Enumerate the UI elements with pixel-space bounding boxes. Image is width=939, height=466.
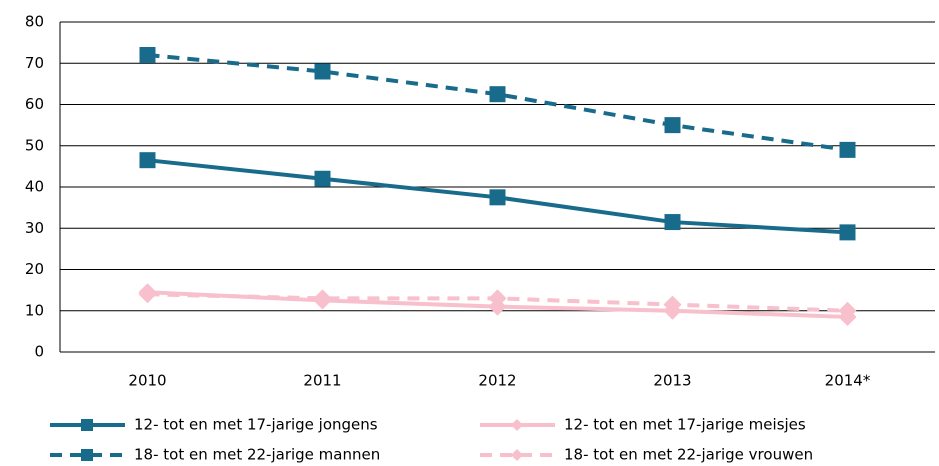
y-tick-label: 70 — [25, 54, 44, 72]
y-tick-label: 20 — [25, 260, 44, 278]
y-tick-label: 80 — [25, 13, 44, 31]
marker — [664, 117, 681, 134]
marker — [138, 285, 157, 304]
legend-label: 12- tot en met 17-jarige meisjes — [564, 416, 806, 434]
marker — [489, 189, 506, 206]
y-tick-label: 60 — [25, 95, 44, 113]
marker — [314, 63, 331, 80]
marker — [839, 224, 856, 241]
marker — [139, 47, 156, 63]
y-tick-label: 0 — [34, 343, 44, 361]
marker — [488, 289, 507, 308]
marker — [511, 449, 523, 461]
marker — [511, 419, 523, 431]
marker — [314, 170, 331, 187]
series-line — [147, 53, 848, 152]
y-tick-label: 10 — [25, 301, 44, 319]
y-tick-label: 30 — [25, 219, 44, 237]
x-tick-label: 2014* — [825, 372, 871, 390]
marker — [664, 214, 681, 231]
legend-label: 12- tot en met 17-jarige jongens — [134, 416, 378, 434]
marker — [663, 295, 682, 314]
marker — [81, 419, 93, 431]
marker — [139, 152, 156, 169]
x-tick-label: 2010 — [128, 372, 166, 390]
marker — [81, 449, 93, 461]
y-tick-label: 50 — [25, 136, 44, 154]
marker — [313, 289, 332, 308]
marker — [489, 86, 506, 103]
legend-label: 18- tot en met 22-jarige vrouwen — [564, 446, 813, 464]
marker — [839, 141, 856, 158]
marker — [838, 301, 857, 320]
y-tick-label: 40 — [25, 178, 44, 196]
legend-label: 18- tot en met 22-jarige mannen — [134, 446, 380, 464]
x-tick-label: 2013 — [653, 372, 691, 390]
x-tick-label: 2011 — [303, 372, 341, 390]
x-tick-label: 2012 — [478, 372, 516, 390]
